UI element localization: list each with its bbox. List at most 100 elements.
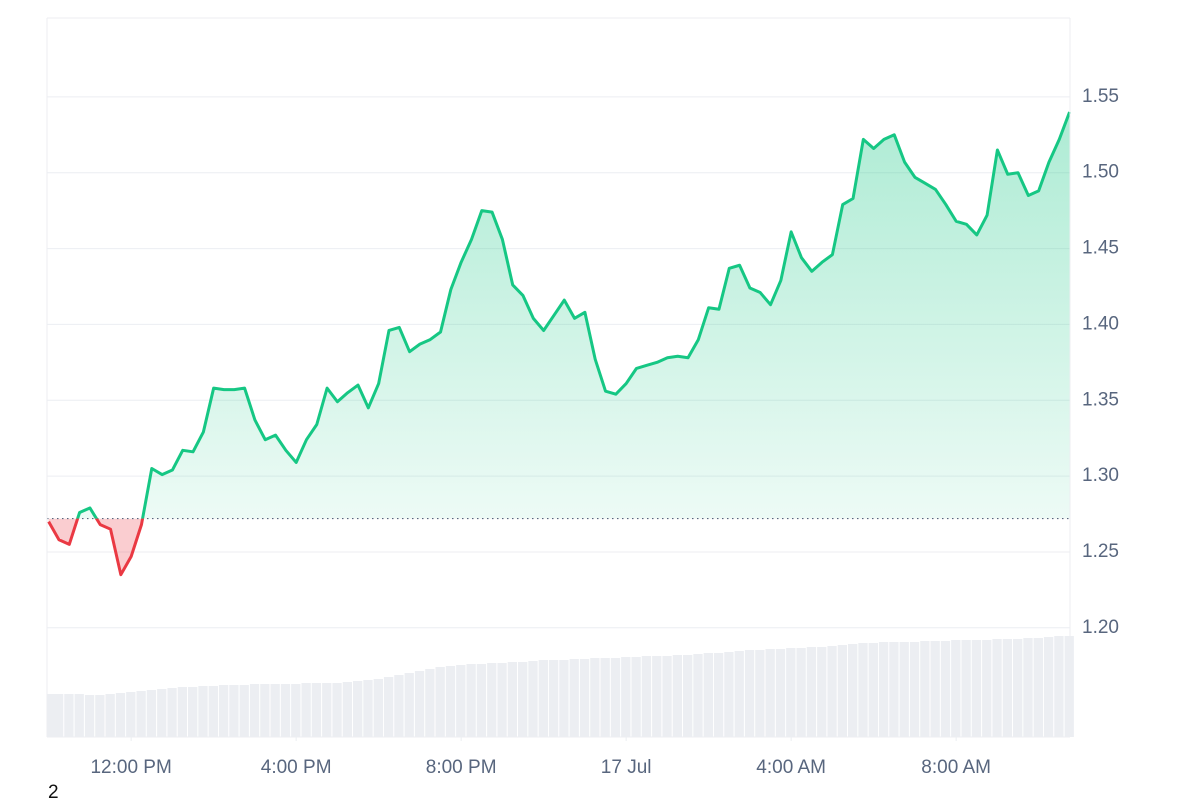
volume-bar	[332, 683, 342, 737]
volume-bar	[858, 643, 868, 737]
volume-bar	[817, 647, 827, 737]
volume-bar	[342, 682, 353, 737]
x-tick-label: 4:00 PM	[261, 757, 332, 778]
y-tick-label: 1.35	[1082, 389, 1119, 410]
volume-bar	[47, 694, 57, 737]
volume-bar	[837, 645, 848, 737]
x-tick-label: 8:00 PM	[426, 757, 497, 778]
volume-bar	[208, 686, 218, 737]
volume-bar	[280, 684, 291, 737]
volume-bar	[940, 641, 951, 737]
volume-bar	[734, 651, 744, 737]
volume-bar	[270, 684, 280, 737]
x-tick-label: 8:00 AM	[921, 757, 991, 778]
volume-bar	[435, 667, 445, 737]
volume-bar	[755, 650, 765, 737]
volume-bar	[157, 689, 167, 737]
volume-bar	[394, 675, 404, 737]
volume-bar	[899, 642, 909, 737]
volume-bar	[693, 654, 703, 737]
volume-bar	[724, 652, 734, 737]
volume-bar	[229, 685, 239, 737]
volume-bar	[167, 688, 177, 737]
volume-bar	[136, 691, 146, 737]
volume-bar	[992, 639, 1002, 737]
volume-bar	[796, 648, 806, 737]
volume-bar	[827, 646, 837, 737]
volume-layer	[47, 636, 1074, 737]
volume-bar	[146, 690, 157, 737]
volume-bar	[188, 687, 198, 737]
volume-bar	[353, 681, 363, 737]
volume-bar	[74, 694, 84, 737]
volume-bar	[218, 685, 229, 737]
y-tick-label: 1.40	[1082, 313, 1119, 334]
y-tick-label: 1.45	[1082, 238, 1119, 259]
volume-bar	[64, 694, 74, 737]
volume-bar	[930, 641, 940, 737]
volume-bar	[115, 693, 126, 737]
volume-bar	[786, 648, 796, 737]
y-tick-label: 1.20	[1082, 617, 1119, 638]
volume-bar	[1064, 636, 1074, 737]
y-tick-label: 1.55	[1082, 86, 1119, 107]
volume-bar	[291, 684, 301, 737]
price-line-up	[76, 111, 1071, 519]
volume-bar	[445, 666, 456, 737]
volume-bar	[363, 680, 373, 737]
volume-bar	[518, 662, 528, 737]
volume-bar	[971, 640, 982, 737]
volume-bar	[239, 685, 249, 737]
volume-bar	[260, 684, 270, 737]
volume-bar	[528, 661, 538, 737]
volume-bar	[621, 657, 631, 737]
volume-bar	[744, 650, 755, 737]
volume-bar	[878, 642, 889, 737]
volume-bar	[53, 694, 64, 737]
grid-layer: 1.20 1.25 1.30 1.35 1.40 1.45 1.50 1.55 12:00 PM…	[47, 86, 1119, 778]
volume-bar	[703, 653, 713, 737]
y-tick-label: 1.30	[1082, 465, 1119, 486]
volume-bar	[961, 640, 971, 737]
volume-bar	[1054, 636, 1064, 737]
volume-bar	[662, 656, 672, 737]
volume-bar	[383, 677, 394, 737]
volume-bar	[425, 669, 435, 737]
volume-bar	[672, 655, 683, 737]
footnote: 2	[48, 782, 59, 800]
volume-bar	[920, 641, 930, 737]
volume-bar	[806, 647, 817, 737]
volume-bar	[641, 656, 652, 737]
volume-bar	[951, 640, 961, 737]
y-tick-label: 1.50	[1082, 162, 1119, 183]
volume-bar	[713, 653, 724, 737]
volume-bar	[476, 664, 487, 737]
volume-bar	[868, 643, 878, 737]
volume-bar	[404, 673, 414, 737]
volume-bar	[373, 679, 383, 737]
volume-bar	[889, 642, 899, 737]
volume-bar	[1002, 639, 1013, 737]
volume-bar	[84, 695, 95, 737]
mark-layer	[47, 111, 1071, 577]
volume-bar	[322, 683, 332, 737]
volume-bar	[631, 657, 641, 737]
volume-bar	[487, 663, 497, 737]
volume-bar	[538, 660, 548, 737]
volume-bar	[507, 662, 518, 737]
area-up	[77, 112, 1070, 519]
volume-bar	[497, 663, 507, 737]
volume-bar	[683, 655, 693, 737]
volume-bar	[126, 692, 136, 737]
x-tick-label: 4:00 AM	[756, 757, 826, 778]
volume-bar	[559, 660, 569, 737]
volume-bar	[652, 656, 662, 737]
volume-bar	[569, 659, 579, 737]
volume-bar	[1023, 638, 1033, 737]
volume-bar	[579, 659, 590, 737]
volume-bar	[848, 644, 858, 737]
volume-bar	[301, 683, 311, 737]
volume-bar	[1033, 638, 1043, 737]
volume-bar	[1013, 639, 1023, 737]
